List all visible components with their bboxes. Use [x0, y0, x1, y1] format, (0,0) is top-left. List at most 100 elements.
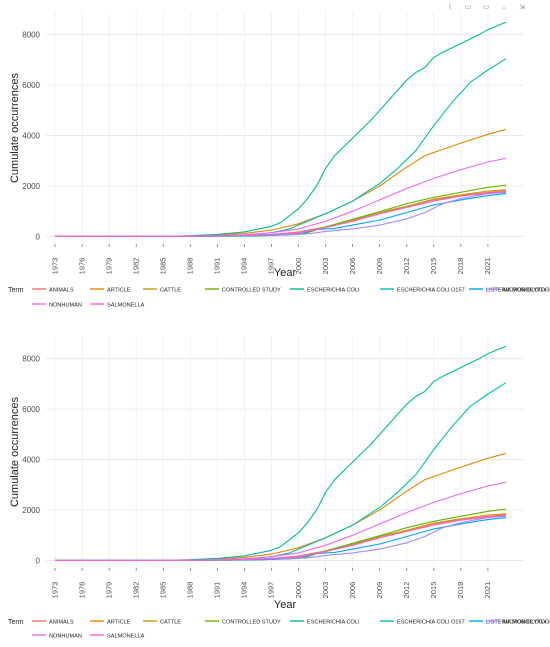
legend-item[interactable]: ESCHERICHIA COLI O157 — [380, 620, 465, 626]
pan-icon[interactable]: ▭ — [482, 4, 490, 11]
y-tick-label: 0 — [36, 232, 41, 241]
x-tick-label: 2003 — [321, 582, 330, 599]
legend-label: LISTERIA MONOCYTOGENES — [486, 288, 550, 294]
x-tick-label: 2021 — [483, 582, 492, 599]
legend-label: SALMONELLA — [107, 634, 145, 640]
y-tick-label: 8000 — [22, 355, 40, 364]
legend-item[interactable]: CONTROLLED STUDY — [205, 620, 281, 626]
x-tick-label: 2003 — [321, 258, 330, 275]
zoom-icon[interactable]: ▭ — [464, 4, 472, 11]
legend-item[interactable]: NONHUMAN — [32, 634, 82, 640]
legend-item[interactable]: ESCHERICHIA COLI — [290, 620, 360, 626]
x-tick-label: 2006 — [348, 258, 357, 275]
legend-label: ESCHERICHIA COLI — [307, 620, 360, 626]
legend-item[interactable]: CONTROLLED STUDY — [205, 288, 281, 294]
series-line-nonhuman — [55, 157, 507, 237]
legend-label: CONTROLLED STUDY — [222, 620, 281, 626]
legend-item[interactable]: SALMONELLA — [90, 634, 145, 640]
y-tick-label: 6000 — [22, 81, 40, 90]
x-tick-label: 2000 — [294, 258, 303, 275]
legend-item[interactable]: LISTERIA MONOCYTOGENES — [469, 288, 550, 294]
x-tick-label: 1994 — [240, 582, 249, 599]
download-icon[interactable]: ⇲ — [519, 4, 525, 11]
legend-label: ESCHERICHIA COLI — [307, 288, 360, 294]
legend-label: ARTICLE — [107, 288, 131, 294]
x-tick-label: 2006 — [348, 582, 357, 599]
series-line-article — [55, 128, 507, 237]
x-tick-label: 2021 — [483, 258, 492, 275]
legend-item[interactable]: NONHUMAN — [32, 303, 82, 309]
legend-item[interactable]: LISTERIA MONOCYTOGENES — [469, 620, 550, 626]
legend-label: LISTERIA MONOCYTOGENES — [486, 620, 550, 626]
pin-icon[interactable]: ⌇ — [448, 4, 452, 11]
series-line-controlled-study — [55, 508, 507, 561]
series-line-article — [55, 452, 507, 561]
legend-item[interactable]: ARTICLE — [90, 288, 131, 294]
series-line-animals — [55, 513, 507, 561]
x-tick-label: 2000 — [294, 582, 303, 599]
y-tick-label: 2000 — [22, 182, 40, 191]
series-line-salmonella — [55, 514, 507, 561]
x-tick-label: 1976 — [77, 258, 86, 275]
x-tick-label: 1979 — [104, 582, 113, 599]
legend-label: CATTLE — [160, 288, 181, 294]
chart-panel-top: ⌇ ▭ ▭ ⌂ ⇲ 0 2000 4000 6000 8000 1973 1976 1979 1… — [0, 0, 550, 320]
x-tick-label: 2018 — [456, 258, 465, 275]
x-tick-label: 1985 — [158, 258, 167, 275]
x-tick-label: 1973 — [50, 258, 59, 275]
x-tick-label: 1982 — [131, 258, 140, 275]
x-tick-label: 1997 — [267, 582, 276, 599]
y-tick-label: 6000 — [22, 405, 40, 414]
x-tick-label: 1988 — [186, 582, 195, 599]
legend-item[interactable]: SALMONELLA — [90, 303, 145, 309]
y-axis-label: Cumulate occurrences — [9, 396, 21, 507]
legend-label: NONHUMAN — [49, 303, 82, 309]
x-tick-label: 2012 — [402, 258, 411, 275]
x-tick-label: 1985 — [158, 582, 167, 599]
legend-item[interactable]: CATTLE — [143, 620, 181, 626]
y-tick-label: 4000 — [22, 132, 40, 141]
legend-item[interactable]: ESCHERICHIA COLI O157 — [380, 288, 465, 294]
y-tick-label: 8000 — [22, 31, 40, 40]
y-tick-label: 4000 — [22, 456, 40, 465]
legend-item[interactable]: MICROBIOLOGY — [486, 620, 547, 626]
legend-label: NONHUMAN — [49, 634, 82, 640]
x-tick-label: 2009 — [375, 258, 384, 275]
x-tick-label: 1976 — [77, 582, 86, 599]
x-tick-label: 1982 — [131, 582, 140, 599]
x-tick-label: 2012 — [402, 582, 411, 599]
series-line-nonhuman — [55, 481, 507, 561]
x-axis-label: Year — [274, 599, 297, 611]
legend-label: ANIMALS — [49, 620, 74, 626]
x-tick-label: 1994 — [240, 258, 249, 275]
legend-label: SALMONELLA — [107, 303, 145, 309]
legend-title: Term — [8, 619, 24, 626]
legend-label: MICROBIOLOGY — [503, 620, 547, 626]
legend-title: Term — [8, 287, 24, 294]
y-tick-label: 2000 — [22, 506, 40, 515]
y-axis-label: Cumulate occurrences — [9, 72, 21, 183]
x-tick-label: 1973 — [50, 582, 59, 599]
reset-icon[interactable]: ⌂ — [501, 3, 507, 11]
x-tick-label: 1988 — [186, 258, 195, 275]
legend-item[interactable]: ESCHERICHIA COLI — [290, 288, 360, 294]
legend-item[interactable]: ANIMALS — [32, 620, 74, 626]
legend-item[interactable]: CATTLE — [143, 288, 181, 294]
legend-item[interactable]: ANIMALS — [32, 288, 74, 294]
chart-toolbar: ⌇ ▭ ▭ ⌂ ⇲ — [444, 3, 528, 12]
x-tick-label: 1997 — [267, 258, 276, 275]
legend-item[interactable]: ARTICLE — [90, 620, 131, 626]
x-tick-label: 2015 — [429, 582, 438, 599]
x-tick-label: 1991 — [213, 258, 222, 275]
series-line-controlled-study — [55, 184, 507, 237]
chart-panel-bottom: 0 2000 4000 6000 8000 1973 1976 1979 1982 1985 198… — [0, 330, 550, 642]
legend-label: ARTICLE — [107, 620, 131, 626]
legend-label: ESCHERICHIA COLI O157 — [397, 288, 465, 294]
series-line-escherichia-coli — [55, 345, 507, 561]
legend-label: ANIMALS — [49, 288, 74, 294]
legend-item[interactable]: MICROBIOLOGY — [486, 288, 547, 294]
legend-label: CONTROLLED STUDY — [222, 288, 281, 294]
legend-label: MICROBIOLOGY — [503, 288, 547, 294]
x-axis-label: Year — [274, 267, 297, 279]
x-tick-label: 2015 — [429, 258, 438, 275]
